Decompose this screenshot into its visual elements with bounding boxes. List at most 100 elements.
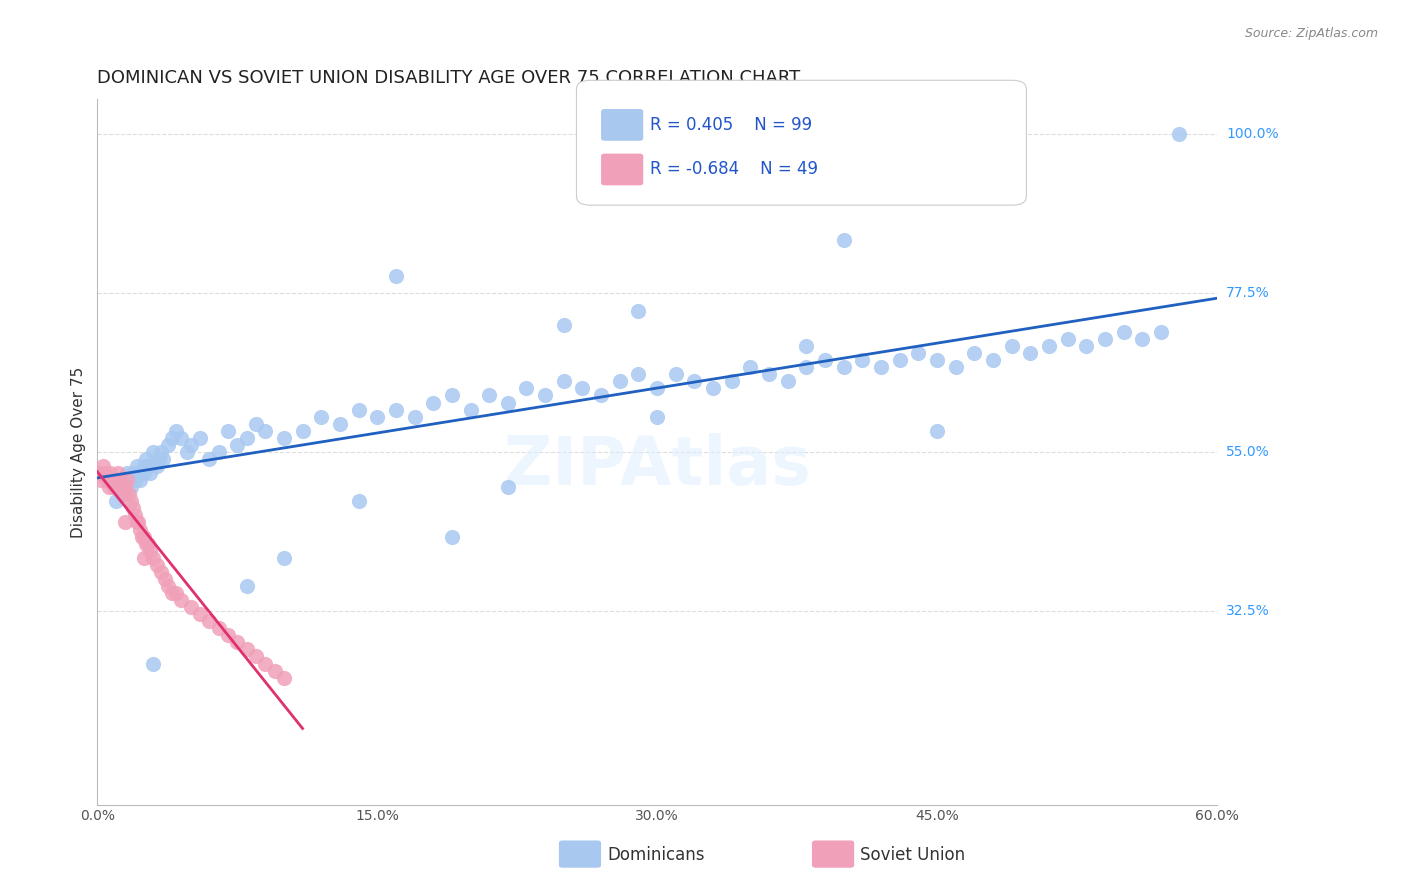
- Point: [103, 480, 125, 494]
- Point: [198, 452, 221, 467]
- Point: [108, 480, 131, 494]
- Point: [496, 395, 519, 409]
- Point: [90, 473, 112, 487]
- Point: [160, 431, 183, 445]
- Point: [1019, 346, 1042, 360]
- Point: [121, 466, 143, 480]
- Point: [121, 501, 143, 516]
- Point: [105, 473, 128, 487]
- Point: [153, 572, 176, 586]
- Point: [496, 480, 519, 494]
- Point: [571, 381, 593, 395]
- Point: [120, 480, 142, 494]
- Point: [112, 487, 135, 501]
- Point: [110, 480, 132, 494]
- Point: [142, 657, 165, 671]
- Point: [515, 381, 537, 395]
- Point: [683, 375, 706, 389]
- Point: [254, 657, 277, 671]
- Point: [263, 664, 285, 678]
- Point: [114, 480, 136, 494]
- Point: [226, 635, 249, 649]
- Text: R = 0.405    N = 99: R = 0.405 N = 99: [650, 116, 811, 134]
- Point: [115, 473, 138, 487]
- Point: [1112, 325, 1135, 339]
- Point: [132, 550, 155, 565]
- Point: [245, 649, 267, 664]
- Text: Source: ZipAtlas.com: Source: ZipAtlas.com: [1244, 27, 1378, 40]
- Point: [245, 417, 267, 431]
- Point: [114, 516, 136, 530]
- Point: [135, 536, 157, 550]
- Point: [591, 388, 613, 402]
- Point: [149, 445, 172, 459]
- Point: [404, 409, 426, 424]
- Point: [157, 579, 180, 593]
- Point: [127, 516, 149, 530]
- Point: [97, 480, 120, 494]
- Point: [207, 621, 229, 635]
- Point: [101, 473, 124, 487]
- Text: DOMINICAN VS SOVIET UNION DISABILITY AGE OVER 75 CORRELATION CHART: DOMINICAN VS SOVIET UNION DISABILITY AGE…: [97, 69, 800, 87]
- Point: [832, 233, 855, 247]
- Point: [907, 346, 929, 360]
- Point: [180, 600, 202, 615]
- Point: [165, 586, 187, 600]
- Point: [127, 466, 149, 480]
- Point: [115, 466, 138, 480]
- Point: [136, 536, 159, 550]
- Point: [889, 353, 911, 368]
- Point: [235, 642, 257, 657]
- Point: [720, 375, 742, 389]
- Point: [609, 375, 631, 389]
- Point: [94, 466, 117, 480]
- Point: [273, 671, 295, 685]
- Point: [142, 445, 165, 459]
- Point: [165, 424, 187, 438]
- Point: [142, 550, 165, 565]
- Point: [170, 593, 193, 607]
- Point: [188, 607, 211, 622]
- Point: [665, 368, 688, 382]
- Point: [796, 360, 818, 375]
- Point: [925, 353, 948, 368]
- Point: [758, 368, 780, 382]
- Point: [160, 586, 183, 600]
- Point: [1000, 339, 1022, 353]
- Point: [129, 523, 152, 537]
- Point: [136, 458, 159, 473]
- Point: [176, 445, 198, 459]
- Point: [478, 388, 501, 402]
- Point: [291, 424, 314, 438]
- Point: [125, 458, 148, 473]
- Point: [188, 431, 211, 445]
- Text: ZIPAtlas: ZIPAtlas: [503, 433, 810, 499]
- Point: [254, 424, 277, 438]
- Point: [740, 360, 762, 375]
- Point: [125, 516, 148, 530]
- Point: [534, 388, 557, 402]
- Point: [440, 530, 463, 544]
- Text: Dominicans: Dominicans: [607, 846, 704, 863]
- Point: [645, 409, 668, 424]
- Point: [132, 466, 155, 480]
- Point: [963, 346, 986, 360]
- Point: [124, 473, 146, 487]
- Point: [385, 402, 408, 417]
- Point: [120, 494, 142, 508]
- Text: 77.5%: 77.5%: [1226, 286, 1270, 301]
- Point: [1168, 128, 1191, 142]
- Point: [645, 381, 668, 395]
- Point: [870, 360, 893, 375]
- Point: [627, 368, 650, 382]
- Point: [981, 353, 1004, 368]
- Point: [553, 375, 575, 389]
- Point: [273, 550, 295, 565]
- Y-axis label: Disability Age Over 75: Disability Age Over 75: [72, 367, 86, 538]
- Point: [138, 466, 160, 480]
- Point: [131, 530, 153, 544]
- Point: [1038, 339, 1060, 353]
- Point: [146, 558, 169, 572]
- Point: [170, 431, 193, 445]
- Point: [832, 360, 855, 375]
